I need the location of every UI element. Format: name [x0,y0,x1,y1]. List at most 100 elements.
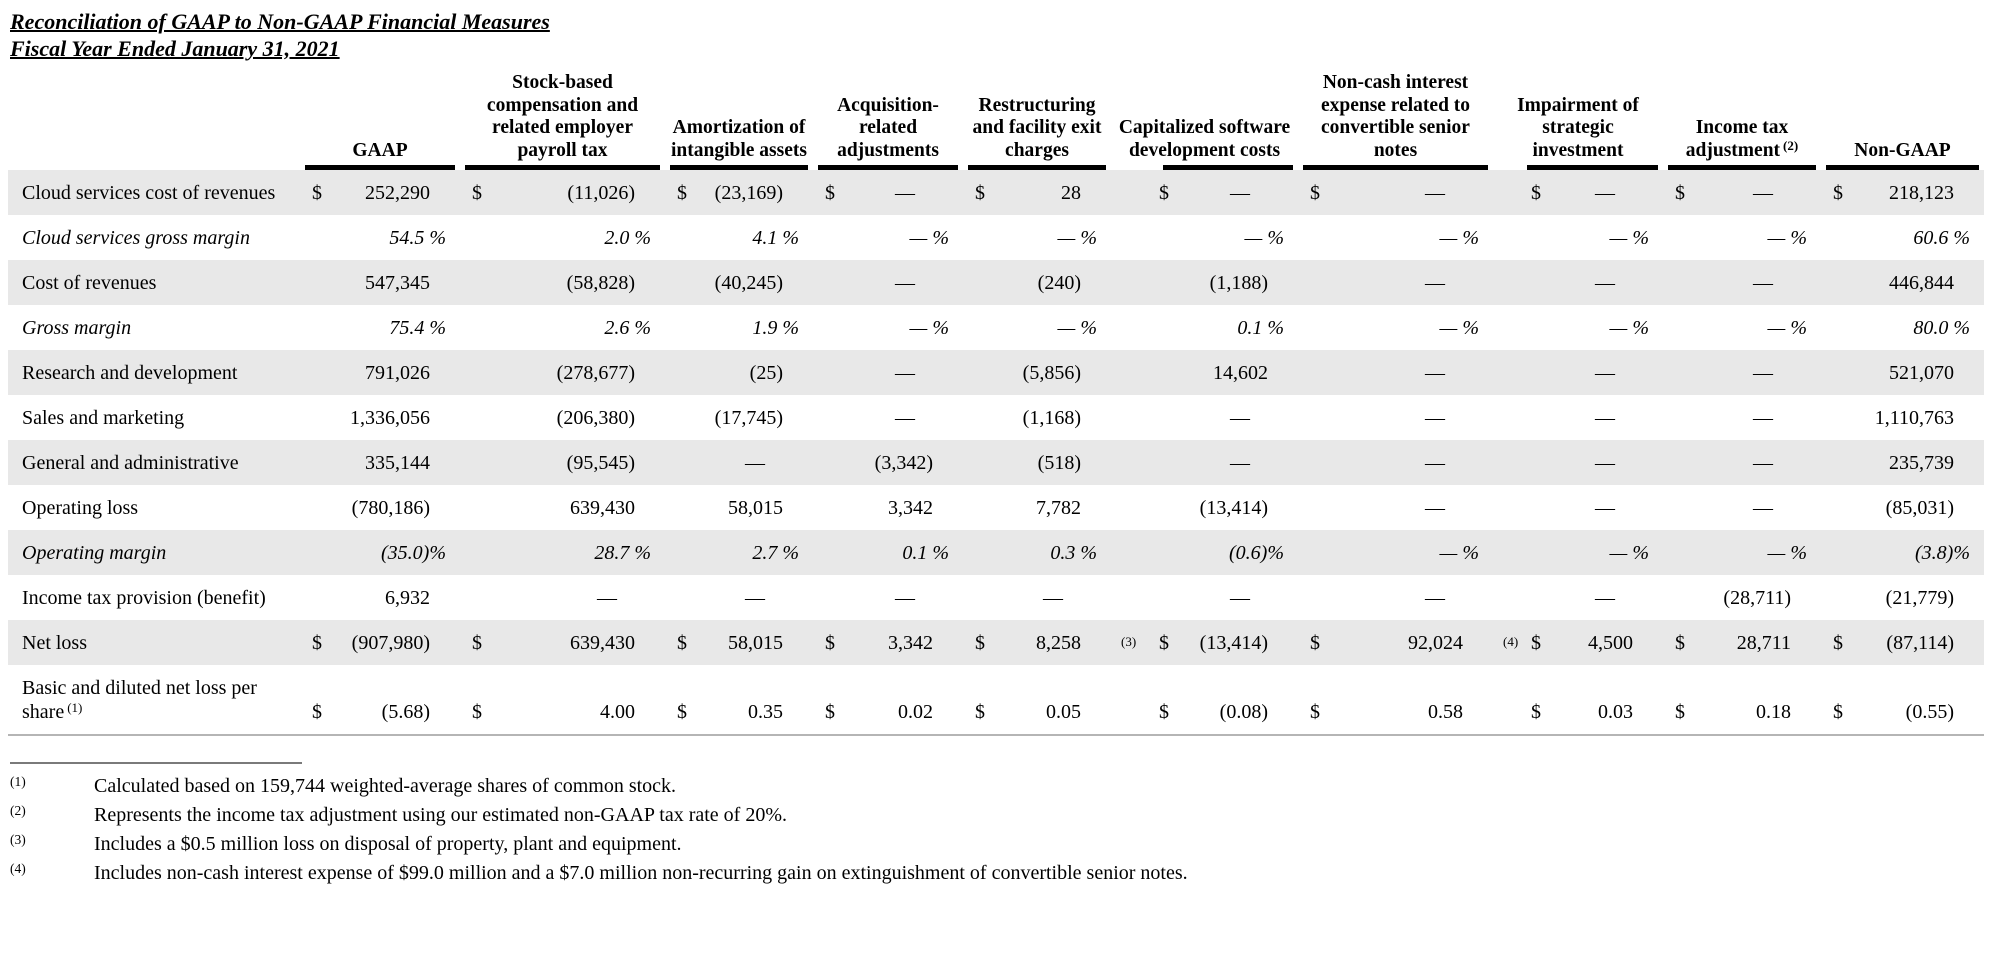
cell-content: 14,602 [1121,361,1290,385]
cell-value: — [1230,407,1250,429]
cell-value: 28 [1061,182,1081,204]
cell-value: — [895,407,915,429]
row-label: Cost of revenues [22,272,157,294]
cell-content: (278,677) [470,361,657,385]
table-cell: 521,070 [1821,350,1984,395]
row-label: Sales and marketing [22,407,185,429]
dollar-sign: $ [1310,632,1320,654]
table-cell: 14,602 [1111,350,1298,395]
cell-value: 7,782 [1036,497,1081,519]
dollar-sign: $ [825,182,835,204]
cell-value: — [1753,407,1773,429]
cell-value: — [1425,272,1445,294]
cell-content: $0.58 [1308,700,1485,724]
dollar-sign: $ [1159,182,1169,204]
table-cell: $ — [1663,170,1821,215]
cell-value: (11,026) [567,182,635,204]
cell-content: — [1503,451,1655,475]
cell-value: — [1425,587,1445,609]
cell-content: — [1308,586,1485,610]
table-cell: 54.5 % [300,215,460,260]
cell-content: 547,345 [310,271,452,295]
cell-value: — [1425,362,1445,384]
table-row: Research and development 791,026 (278,677)… [8,350,1984,395]
table-cell: — [963,575,1111,620]
table-cell: 3,342 [813,485,963,530]
footnote-reference: (1) [67,700,83,715]
cell-value: — % [1439,317,1479,339]
table-cell: — [813,350,963,395]
table-cell: (3.8)% [1821,530,1984,575]
table-cell: $28 [963,170,1111,215]
dollar-sign: $ [1675,182,1685,204]
cell-value: — [1753,452,1773,474]
cell-value: (278,677) [556,362,635,384]
table-cell: (206,380) [460,395,665,440]
footnote-marker: (2) [10,803,26,818]
cell-content: $ (23,169) [675,181,805,205]
table-row: Cost of revenues 547,345 (58,828) (40,245) —… [8,260,1984,305]
cell-value: 2.0 % [604,227,651,249]
table-cell: (3) $ (13,414) [1111,620,1298,665]
footnote-reference: (2) [1783,137,1799,153]
cell-content: $ — [1308,181,1485,205]
cell-content: (35.0)% [310,541,452,565]
row-label: Operating margin [22,542,167,564]
table-cell: — [813,395,963,440]
cell-value: — % [1057,227,1097,249]
cell-content: (25) [675,361,805,385]
footnote-marker: (1) [10,774,26,789]
cell-content: 0.1 % [1121,316,1290,340]
cell-content: 54.5 % [310,226,452,250]
cell-content: $28 [973,181,1103,205]
header-underline [670,165,808,170]
cell-content: 6,932 [310,586,452,610]
cell-content: — [1503,361,1655,385]
table-cell: — [1298,395,1493,440]
table-cell: (1,188) [1111,260,1298,305]
table-cell: — [1493,440,1663,485]
table-cell: $252,290 [300,170,460,215]
column-header: Capitalized software development costs [1111,72,1298,170]
cell-value: — [895,587,915,609]
dollar-sign: $ [312,182,322,204]
row-label: Cloud services cost of revenues [22,182,276,204]
table-cell: — [1663,395,1821,440]
cell-content: (21,779) [1831,586,1976,610]
cell-content: — [1121,586,1290,610]
cell-value: — % [1057,317,1097,339]
cell-value: 0.35 [748,701,783,723]
table-cell: 1.9 % [665,305,813,350]
cell-content: — [470,586,657,610]
cell-content: 2.7 % [675,541,805,565]
column-header: GAAP [300,72,460,170]
row-label: Net loss [22,632,87,654]
table-cell: $0.18 [1663,665,1821,736]
cell-value: — % [1767,227,1807,249]
table-cell: $ (907,980) [300,620,460,665]
row-label: Basic and diluted net loss per share (1) [8,665,300,736]
table-cell: — [1298,350,1493,395]
cell-content: 1,336,056 [310,406,452,430]
cell-value: — [745,587,765,609]
table-row: Cloud services gross margin 54.5 % 2.0 % 4.… [8,215,1984,260]
cell-content: — % [1673,226,1813,250]
table-cell: — [1663,260,1821,305]
table-cell: $ — [1298,170,1493,215]
dollar-sign: $ [312,632,322,654]
cell-content: — % [1308,226,1485,250]
table-cell: (28,711) [1663,575,1821,620]
cell-value: — % [1609,542,1649,564]
dollar-sign: $ [1833,701,1843,723]
table-cell: (1,168) [963,395,1111,440]
cell-content: $ — [1503,181,1655,205]
cell-content: (58,828) [470,271,657,295]
table-cell: $ (23,169) [665,170,813,215]
dollar-sign: $ [472,182,482,204]
cell-value: 80.0 % [1913,317,1970,339]
column-header-label: Income tax adjustment (2) [1685,117,1799,161]
cell-value: 14,602 [1213,362,1268,384]
cell-value: (3,342) [874,452,933,474]
cell-content: — [1673,451,1813,475]
cell-value: 4.00 [600,701,635,723]
